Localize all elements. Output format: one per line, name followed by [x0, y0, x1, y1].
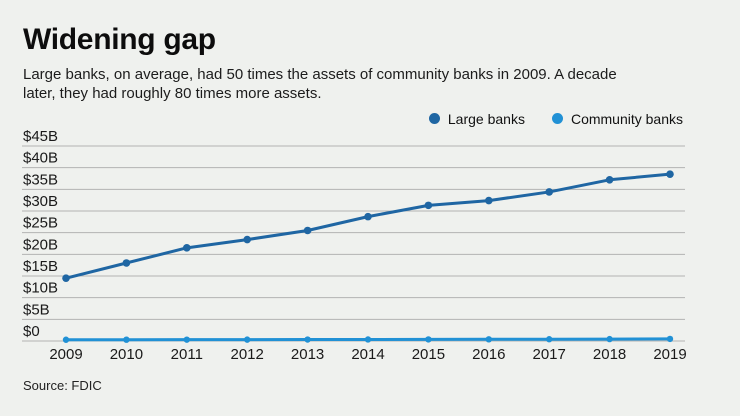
y-tick-label: $15B: [23, 258, 58, 275]
data-point: [485, 336, 492, 343]
x-tick-label: 2011: [171, 346, 203, 363]
x-tick-label: 2012: [231, 346, 264, 363]
chart-subtitle: Large banks, on average, had 50 times th…: [23, 65, 617, 102]
y-tick-label: $30B: [23, 193, 58, 210]
y-tick-label: $10B: [23, 280, 58, 297]
data-point: [122, 259, 131, 267]
page-title: Widening gap: [23, 23, 216, 56]
y-tick-label: $20B: [23, 236, 58, 253]
data-point: [364, 212, 372, 221]
y-tick-label: $45B: [23, 128, 58, 145]
data-point: [546, 336, 553, 343]
y-tick-label: $35B: [23, 171, 58, 188]
legend-item-large-banks: Large banks: [428, 110, 525, 127]
line-chart: $0 $5B $10B $15B $20B $25B $30B $35B $40B $45B 200…: [0, 128, 740, 368]
large-banks-dot-icon: [428, 113, 440, 125]
legend-item-community-banks: Community banks: [551, 110, 683, 127]
data-point: [123, 336, 130, 343]
x-tick-label: 2019: [653, 346, 686, 363]
data-point: [425, 336, 432, 343]
data-point: [62, 274, 70, 282]
x-tick-label: 2010: [110, 346, 143, 363]
data-point: [666, 170, 674, 178]
data-point: [545, 188, 553, 196]
y-tick-label: $0: [23, 323, 40, 340]
chart-header: Widening gap Large banks, on average, ha…: [0, 0, 740, 103]
x-tick-label: 2009: [49, 346, 82, 363]
data-point: [183, 336, 190, 343]
data-point: [183, 244, 191, 252]
data-point: [62, 336, 70, 343]
community-banks-dot-icon: [551, 113, 563, 125]
data-point: [605, 175, 614, 184]
legend-label: Community banks: [570, 110, 683, 127]
data-point: [485, 196, 493, 205]
data-point: [303, 226, 312, 235]
data-point: [244, 336, 251, 343]
y-tick-label: $25B: [23, 215, 58, 232]
data-point: [364, 336, 372, 343]
data-point: [424, 201, 433, 210]
x-tick-label: 2013: [291, 346, 324, 363]
x-tick-label: 2017: [533, 346, 566, 363]
chart-legend: Large banks Community banks: [0, 110, 740, 128]
y-tick-label: $5B: [23, 301, 50, 318]
y-tick-label: $40B: [23, 150, 58, 167]
legend-label: Large banks: [447, 110, 525, 127]
x-tick-label: 2016: [472, 346, 505, 363]
source-note: Source: FDIC: [23, 378, 102, 393]
x-tick-label: 2015: [412, 346, 445, 363]
chart-svg: $0 $5B $10B $15B $20B $25B $30B $35B $40B $45B 200…: [22, 128, 687, 363]
data-point: [304, 336, 311, 343]
x-tick-label: 2018: [593, 346, 626, 363]
data-point: [666, 335, 674, 343]
data-point: [606, 335, 613, 343]
data-point: [243, 235, 251, 244]
x-tick-label: 2014: [351, 346, 384, 363]
